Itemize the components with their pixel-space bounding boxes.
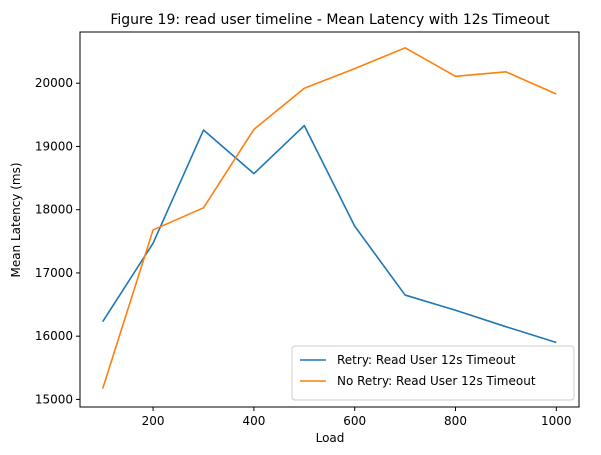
y-axis-label: Mean Latency (ms) [9,162,23,277]
y-tick-label: 17000 [35,266,73,280]
y-tick-label: 20000 [35,76,73,90]
x-axis-label: Load [316,431,345,445]
x-tick-label: 1000 [541,414,572,428]
legend-label-2: No Retry: Read User 12s Timeout [337,374,536,388]
chart-title: Figure 19: read user timeline - Mean Lat… [110,12,550,28]
x-tick-label: 200 [142,414,165,428]
x-tick-label: 600 [343,414,366,428]
series-line-2 [101,47,557,389]
x-tick-label: 800 [444,414,467,428]
legend: Retry: Read User 12s Timeout No Retry: Re… [291,345,575,401]
y-tick-label: 19000 [35,139,73,153]
legend-box [291,345,575,401]
x-tick-label: 400 [242,414,265,428]
y-tick-label: 18000 [35,203,73,217]
y-tick-label: 16000 [35,329,73,343]
series-line-1 [102,124,557,344]
series-layer [101,47,557,389]
x-axis: 200 400 600 800 1000 [142,407,572,428]
y-tick-label: 15000 [35,392,73,406]
plot-frame [79,31,580,408]
legend-label-1: Retry: Read User 12s Timeout [337,353,516,367]
y-axis: 15000 16000 17000 18000 19000 20000 [35,76,80,406]
